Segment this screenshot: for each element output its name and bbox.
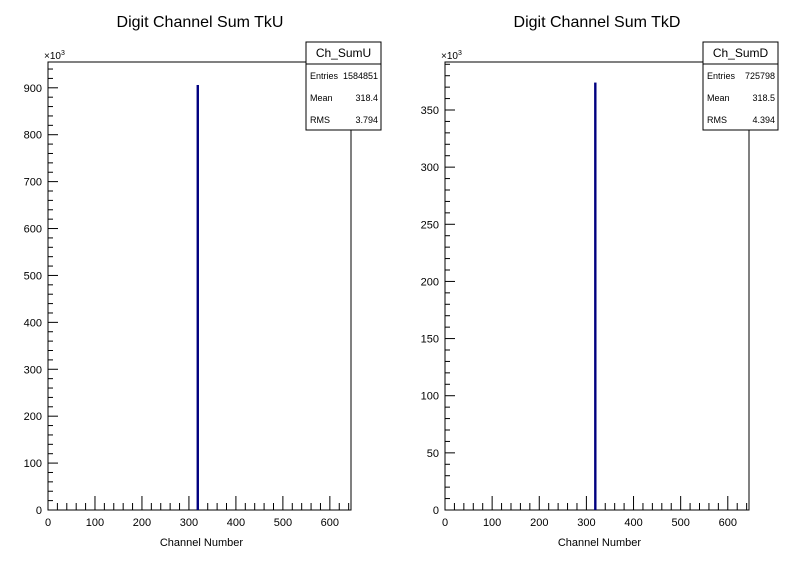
x-tick-label: 100 <box>483 517 501 529</box>
x-tick-label: 500 <box>671 517 689 529</box>
y-tick-label: 400 <box>24 317 42 329</box>
plot-frame <box>444 61 750 511</box>
y-tick-label: 300 <box>421 162 439 174</box>
x-tick-label: 0 <box>45 517 51 529</box>
y-tick-label: 150 <box>421 334 439 346</box>
stats-rms-label: RMS <box>707 115 727 125</box>
histogram-series <box>196 84 199 510</box>
y-tick-label: 300 <box>24 364 42 376</box>
stats-rms-label: RMS <box>310 115 330 125</box>
stats-rms-value: 3.794 <box>355 115 378 125</box>
stats-box: Ch_SumD Entries 725798 Mean 318.5 RMS 4.… <box>702 41 779 131</box>
y-tick-label: 250 <box>421 219 439 231</box>
histogram-bin <box>594 82 597 511</box>
x-tick-label: 400 <box>624 517 642 529</box>
x-tick-label: 200 <box>133 517 151 529</box>
y-tick-label: 800 <box>24 130 42 142</box>
y-tick-label: 100 <box>421 391 439 403</box>
histogram-bin <box>196 84 199 510</box>
y-axis: 0 50 100 150 200 250 300 350 <box>421 63 455 517</box>
y-tick-label: 200 <box>421 276 439 288</box>
x-tick-label: 500 <box>274 517 292 529</box>
y-axis: 0 100 200 300 400 500 600 700 800 900 <box>24 68 58 517</box>
chart-title: Digit Channel Sum TkU <box>117 14 284 31</box>
y-tick-label: 500 <box>24 270 42 282</box>
y-exponent-label: ×103 <box>441 50 462 62</box>
stats-box-frame <box>305 41 382 131</box>
histogram-series <box>594 82 597 511</box>
stats-entries-label: Entries <box>707 71 736 81</box>
stats-mean-label: Mean <box>310 93 333 103</box>
y-tick-label: 200 <box>24 411 42 423</box>
x-tick-label: 600 <box>719 517 737 529</box>
x-axis-label: Channel Number <box>558 537 641 549</box>
stats-entries-value: 725798 <box>745 71 775 81</box>
stats-mean-label: Mean <box>707 93 730 103</box>
stats-mean-value: 318.5 <box>752 93 775 103</box>
stats-box-name: Ch_SumU <box>316 46 371 60</box>
x-tick-label: 400 <box>227 517 245 529</box>
y-tick-label: 700 <box>24 177 42 189</box>
y-tick-label: 600 <box>24 224 42 236</box>
chart-panel-tkd: Digit Channel Sum TkD 0 100 200 300 400 500 60… <box>421 14 779 549</box>
stats-entries-label: Entries <box>310 71 339 81</box>
stats-entries-value: 1584851 <box>343 71 378 81</box>
x-tick-label: 0 <box>442 517 448 529</box>
chart-title: Digit Channel Sum TkD <box>514 14 681 31</box>
chart-panel-tku: Digit Channel Sum TkU 0 100 200 300 400 500 60… <box>24 14 382 549</box>
stats-mean-value: 318.4 <box>355 93 378 103</box>
plot-frame <box>47 61 352 511</box>
y-tick-label: 50 <box>427 448 439 460</box>
y-tick-label: 0 <box>433 505 439 517</box>
stats-box-name: Ch_SumD <box>713 46 769 60</box>
y-tick-label: 900 <box>24 83 42 95</box>
y-tick-label: 100 <box>24 458 42 470</box>
x-axis-label: Channel Number <box>160 537 243 549</box>
x-tick-label: 300 <box>180 517 198 529</box>
x-tick-label: 300 <box>577 517 595 529</box>
stats-box-frame <box>702 41 779 131</box>
x-axis: 0 100 200 300 400 500 600 <box>45 496 350 529</box>
stats-rms-value: 4.394 <box>752 115 775 125</box>
x-tick-label: 600 <box>321 517 339 529</box>
y-tick-label: 0 <box>36 505 42 517</box>
x-axis: 0 100 200 300 400 500 600 <box>442 496 748 529</box>
x-tick-label: 100 <box>86 517 104 529</box>
y-exponent-label: ×103 <box>44 50 65 62</box>
x-tick-label: 200 <box>530 517 548 529</box>
y-tick-label: 350 <box>421 105 439 117</box>
stats-box: Ch_SumU Entries 1584851 Mean 318.4 RMS 3… <box>305 41 382 131</box>
